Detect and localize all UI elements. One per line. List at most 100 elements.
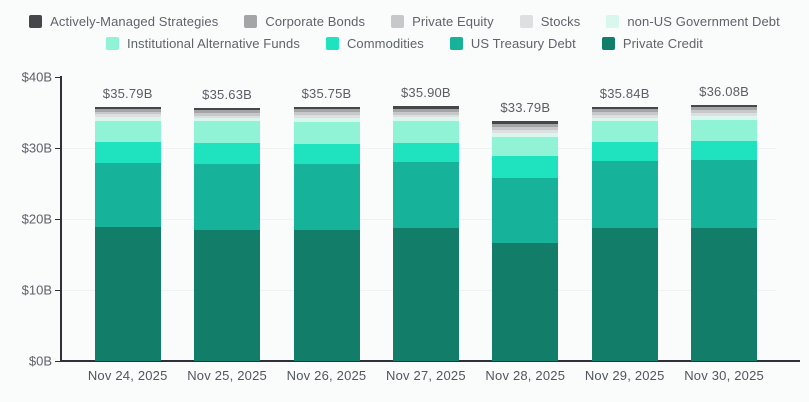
y-tick-mark <box>55 289 62 291</box>
bar-segment-commodities[interactable] <box>94 141 161 163</box>
legend-swatch-actively-managed-strategies <box>29 15 43 28</box>
legend-label: Actively-Managed Strategies <box>50 14 219 29</box>
bar-segment-stocks[interactable] <box>591 114 658 118</box>
bar-segment-actively-managed-strategies[interactable] <box>392 106 459 110</box>
bar-segment-private-equity[interactable] <box>293 112 360 116</box>
bar-segment-institutional-alternative-funds[interactable] <box>94 121 161 142</box>
legend-item-actively-managed-strategies[interactable]: Actively-Managed Strategies <box>29 14 218 29</box>
bar-total-label: $35.90B <box>400 85 451 101</box>
bar-segment-private-equity[interactable] <box>94 111 161 115</box>
bar-segment-us-treasury-debt[interactable] <box>392 161 459 228</box>
bar-segment-actively-managed-strategies[interactable] <box>591 106 658 109</box>
legend-swatch-institutional-alternative-funds <box>106 37 120 50</box>
bar-segment-commodities[interactable] <box>591 142 658 161</box>
bar-segment-institutional-alternative-funds[interactable] <box>293 121 360 145</box>
legend-row: Institutional Alternative Funds Commoditi… <box>106 36 703 51</box>
bar-segment-commodities[interactable] <box>293 144 360 164</box>
legend-label: non-US Government Debt <box>627 14 780 29</box>
bar-segment-non-us-government-debt[interactable] <box>392 117 459 122</box>
bar-segment-commodities[interactable] <box>492 156 559 178</box>
legend-item-stocks[interactable]: Stocks <box>519 14 581 29</box>
legend-item-private-equity[interactable]: Private Equity <box>391 14 494 29</box>
legend-swatch-private-equity <box>391 15 405 28</box>
bar-segment-non-us-government-debt[interactable] <box>492 133 559 137</box>
bar-segment-stocks[interactable] <box>194 116 261 119</box>
bar-total-label: $35.84B <box>599 85 650 101</box>
bar-segment-stocks[interactable] <box>94 114 161 117</box>
legend-swatch-corporate-bonds <box>244 15 258 28</box>
bar-segment-institutional-alternative-funds[interactable] <box>194 120 261 144</box>
bar-segment-us-treasury-debt[interactable] <box>492 177 559 244</box>
bar-segment-private-equity[interactable] <box>691 110 758 114</box>
bar-segment-actively-managed-strategies[interactable] <box>492 121 559 124</box>
x-tick-label: Nov 26, 2025 <box>286 368 367 383</box>
legend-item-non-us-government-debt[interactable]: non-US Government Debt <box>606 14 780 29</box>
bar-segment-private-credit[interactable] <box>492 243 559 361</box>
legend-label: Private Credit <box>622 36 703 51</box>
bar-nov-30-2025[interactable] <box>691 104 758 361</box>
bar-segment-private-credit[interactable] <box>293 229 360 361</box>
x-axis-line <box>60 360 800 362</box>
bar-segment-us-treasury-debt[interactable] <box>691 160 758 228</box>
bar-segment-institutional-alternative-funds[interactable] <box>591 121 658 143</box>
legend-item-commodities[interactable]: Commodities <box>325 36 424 51</box>
legend-item-private-credit[interactable]: Private Credit <box>601 36 703 51</box>
bar-segment-private-credit[interactable] <box>194 229 261 361</box>
bar-segment-private-credit[interactable] <box>691 227 758 361</box>
bar-segment-actively-managed-strategies[interactable] <box>194 108 261 111</box>
legend-row: Actively-Managed Strategies Corporate Bon… <box>29 14 780 29</box>
bar-segment-actively-managed-strategies[interactable] <box>691 104 758 108</box>
legend-label: Private Equity <box>412 14 494 29</box>
bar-segment-non-us-government-debt[interactable] <box>293 117 360 122</box>
bar-segment-private-equity[interactable] <box>492 126 559 130</box>
bar-segment-corporate-bonds[interactable] <box>293 109 360 113</box>
bar-segment-commodities[interactable] <box>691 140 758 161</box>
bar-segment-actively-managed-strategies[interactable] <box>94 106 161 109</box>
bar-segment-stocks[interactable] <box>293 115 360 118</box>
bar-segment-institutional-alternative-funds[interactable] <box>492 136 559 157</box>
x-tick-label: Nov 29, 2025 <box>584 368 665 383</box>
y-tick-label: $30B <box>21 140 52 156</box>
bar-nov-29-2025[interactable] <box>591 106 658 361</box>
bar-segment-us-treasury-debt[interactable] <box>591 160 658 228</box>
bar-segment-us-treasury-debt[interactable] <box>293 163 360 230</box>
bar-segment-non-us-government-debt[interactable] <box>194 118 261 121</box>
bar-segment-commodities[interactable] <box>194 143 261 165</box>
bar-nov-25-2025[interactable] <box>194 108 261 361</box>
bar-segment-stocks[interactable] <box>492 129 559 134</box>
bar-segment-private-equity[interactable] <box>194 113 261 117</box>
bar-segment-stocks[interactable] <box>392 114 459 118</box>
bar-segment-private-equity[interactable] <box>591 111 658 115</box>
legend-swatch-commodities <box>325 37 339 50</box>
bar-segment-private-credit[interactable] <box>392 227 459 361</box>
bar-nov-24-2025[interactable] <box>94 106 161 361</box>
bar-segment-us-treasury-debt[interactable] <box>94 162 161 228</box>
bar-total-label: $35.63B <box>202 87 253 103</box>
bar-segment-non-us-government-debt[interactable] <box>591 117 658 122</box>
bar-segment-private-credit[interactable] <box>591 227 658 361</box>
legend-item-corporate-bonds[interactable]: Corporate Bonds <box>244 14 365 29</box>
bar-segment-corporate-bonds[interactable] <box>591 108 658 112</box>
bar-segment-corporate-bonds[interactable] <box>392 109 459 113</box>
bar-segment-institutional-alternative-funds[interactable] <box>392 121 459 143</box>
legend-item-institutional-alternative-funds[interactable]: Institutional Alternative Funds <box>106 36 300 51</box>
bar-segment-corporate-bonds[interactable] <box>492 123 559 127</box>
bar-segment-corporate-bonds[interactable] <box>94 108 161 112</box>
bar-segment-non-us-government-debt[interactable] <box>691 116 758 121</box>
bar-segment-us-treasury-debt[interactable] <box>194 164 261 230</box>
bar-segment-institutional-alternative-funds[interactable] <box>691 120 758 141</box>
legend-label: Stocks <box>540 14 581 29</box>
bar-segment-actively-managed-strategies[interactable] <box>293 107 360 110</box>
bar-segment-corporate-bonds[interactable] <box>691 107 758 111</box>
bar-segment-commodities[interactable] <box>392 142 459 162</box>
bar-nov-28-2025[interactable] <box>492 121 559 361</box>
bar-segment-corporate-bonds[interactable] <box>194 110 261 114</box>
legend-label: US Treasury Debt <box>470 36 576 51</box>
bar-nov-26-2025[interactable] <box>293 107 360 361</box>
bar-nov-27-2025[interactable] <box>392 106 459 361</box>
legend-item-us-treasury-debt[interactable]: US Treasury Debt <box>449 36 576 51</box>
bar-segment-private-credit[interactable] <box>94 227 161 361</box>
bar-segment-stocks[interactable] <box>691 113 758 117</box>
bar-segment-non-us-government-debt[interactable] <box>94 116 161 122</box>
bar-segment-private-equity[interactable] <box>392 112 459 115</box>
